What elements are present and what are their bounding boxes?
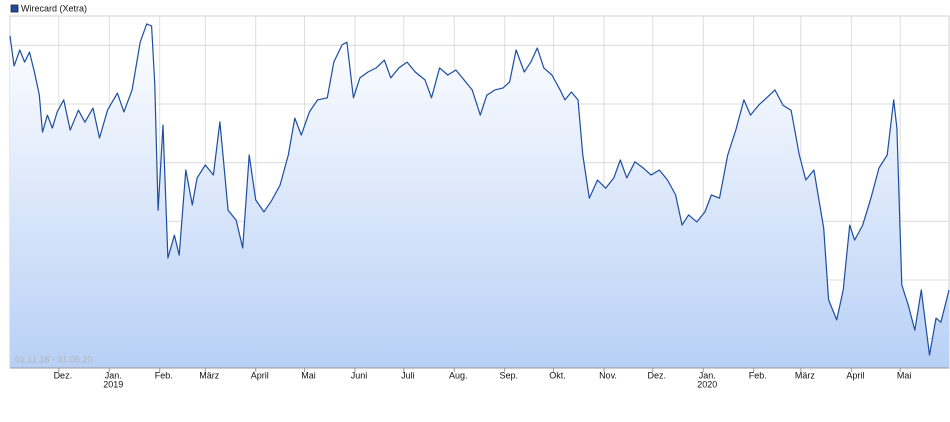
x-tick-label: Nov. bbox=[599, 370, 617, 380]
x-tick-label: Dez. bbox=[648, 370, 667, 380]
date-range: 01.11.18 - 31.05.20 bbox=[15, 354, 92, 364]
x-year-label: 2019 bbox=[103, 379, 123, 389]
x-year-label: 2020 bbox=[697, 379, 717, 389]
x-tick-label: Jan. bbox=[105, 370, 122, 380]
x-tick-label: März bbox=[199, 370, 219, 380]
x-tick-label: Jan. bbox=[699, 370, 716, 380]
x-tick-label: Juni bbox=[351, 370, 368, 380]
legend-swatch bbox=[10, 4, 19, 13]
price-line bbox=[9, 23, 950, 356]
x-tick-label: Sep. bbox=[499, 370, 518, 380]
x-tick-label: April bbox=[846, 370, 864, 380]
area bbox=[10, 23, 949, 369]
x-tick-label: Mai bbox=[301, 370, 316, 380]
x-tick-label: Feb. bbox=[155, 370, 173, 380]
x-tick-label: Aug. bbox=[449, 370, 468, 380]
x-tick-label: Juli bbox=[401, 370, 415, 380]
x-tick-label: Feb. bbox=[749, 370, 767, 380]
x-tick-label: Dez. bbox=[54, 370, 73, 380]
legend-label: Wirecard (Xetra) bbox=[21, 3, 87, 13]
x-tick-label: Okt. bbox=[549, 370, 566, 380]
x-tick-label: Mai bbox=[897, 370, 912, 380]
x-tick-label: April bbox=[251, 370, 269, 380]
x-tick-label: März bbox=[795, 370, 815, 380]
